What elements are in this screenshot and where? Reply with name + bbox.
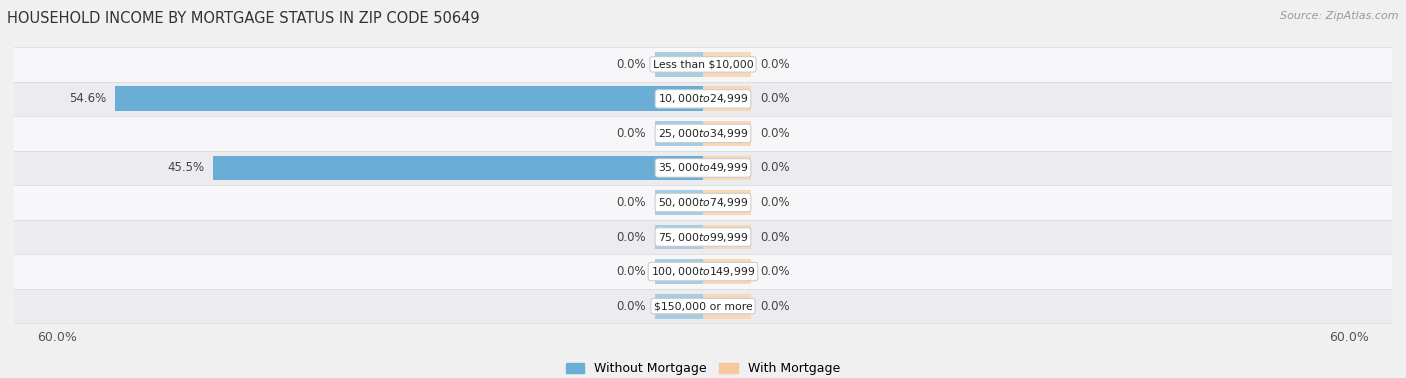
Bar xyxy=(0,151,1406,185)
Text: $35,000 to $49,999: $35,000 to $49,999 xyxy=(658,161,748,175)
Text: HOUSEHOLD INCOME BY MORTGAGE STATUS IN ZIP CODE 50649: HOUSEHOLD INCOME BY MORTGAGE STATUS IN Z… xyxy=(7,11,479,26)
Bar xyxy=(655,121,703,146)
Bar xyxy=(703,155,751,180)
Text: 0.0%: 0.0% xyxy=(616,58,645,71)
Text: 0.0%: 0.0% xyxy=(616,196,645,209)
Text: 0.0%: 0.0% xyxy=(761,127,790,140)
Text: Less than $10,000: Less than $10,000 xyxy=(652,59,754,69)
Text: Source: ZipAtlas.com: Source: ZipAtlas.com xyxy=(1281,11,1399,21)
Bar xyxy=(0,220,1406,254)
Bar xyxy=(703,259,751,284)
Text: $25,000 to $34,999: $25,000 to $34,999 xyxy=(658,127,748,140)
Bar xyxy=(214,155,703,180)
Bar xyxy=(703,121,751,146)
Bar xyxy=(703,225,751,249)
Text: 0.0%: 0.0% xyxy=(761,231,790,243)
Legend: Without Mortgage, With Mortgage: Without Mortgage, With Mortgage xyxy=(561,357,845,378)
Text: $10,000 to $24,999: $10,000 to $24,999 xyxy=(658,92,748,105)
Text: $100,000 to $149,999: $100,000 to $149,999 xyxy=(651,265,755,278)
Bar xyxy=(703,52,751,77)
Text: 0.0%: 0.0% xyxy=(761,161,790,175)
Text: 54.6%: 54.6% xyxy=(69,92,107,105)
Bar xyxy=(655,294,703,319)
Text: 0.0%: 0.0% xyxy=(761,300,790,313)
Bar xyxy=(0,82,1406,116)
Text: 0.0%: 0.0% xyxy=(616,265,645,278)
Text: 0.0%: 0.0% xyxy=(616,300,645,313)
Text: 0.0%: 0.0% xyxy=(761,92,790,105)
Bar xyxy=(655,259,703,284)
Text: $150,000 or more: $150,000 or more xyxy=(654,301,752,311)
Text: 0.0%: 0.0% xyxy=(616,127,645,140)
Text: $50,000 to $74,999: $50,000 to $74,999 xyxy=(658,196,748,209)
Bar xyxy=(0,47,1406,82)
Bar xyxy=(655,225,703,249)
Text: 0.0%: 0.0% xyxy=(761,58,790,71)
Bar xyxy=(655,52,703,77)
Bar xyxy=(655,190,703,215)
Text: $75,000 to $99,999: $75,000 to $99,999 xyxy=(658,231,748,243)
Bar xyxy=(115,87,703,111)
Text: 45.5%: 45.5% xyxy=(167,161,205,175)
Bar xyxy=(703,294,751,319)
Bar xyxy=(703,87,751,111)
Text: 0.0%: 0.0% xyxy=(761,265,790,278)
Text: 0.0%: 0.0% xyxy=(761,196,790,209)
Bar xyxy=(0,185,1406,220)
Bar xyxy=(703,190,751,215)
Text: 0.0%: 0.0% xyxy=(616,231,645,243)
Bar xyxy=(0,289,1406,323)
Bar xyxy=(0,254,1406,289)
Bar xyxy=(0,116,1406,151)
